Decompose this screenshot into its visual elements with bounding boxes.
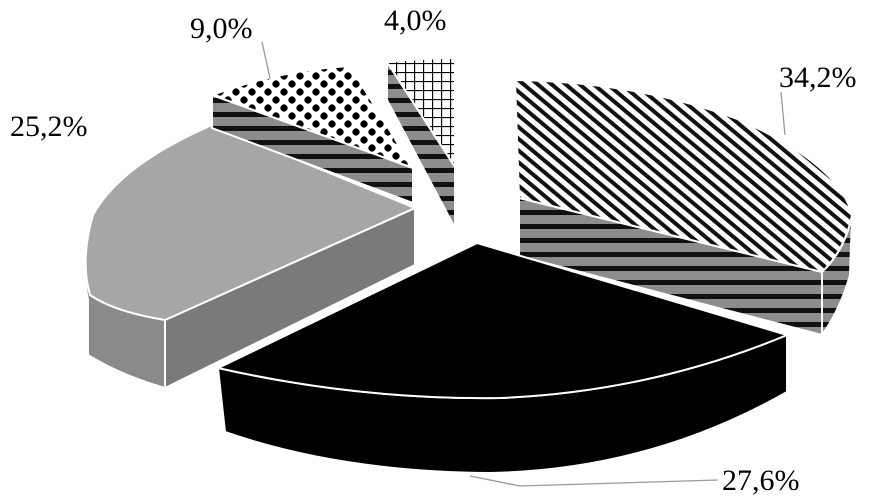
- leader-line-9-0: [261, 41, 271, 79]
- pie-slice-9-0: [209, 64, 416, 205]
- slice-label-9-0: 9,0%: [190, 12, 253, 45]
- pie-slice-25-2: [83, 123, 418, 390]
- slice-label-25-2: 25,2%: [10, 110, 88, 143]
- pie-slice-34-2: [513, 78, 854, 339]
- slice-label-4-0: 4,0%: [384, 4, 447, 37]
- pie-slice-27-6: [214, 241, 790, 475]
- slice-label-34-2: 34,2%: [779, 61, 857, 94]
- slice-label-27-6: 27,6%: [722, 464, 800, 496]
- leader-line-34-2: [780, 91, 786, 136]
- pie-slice-4-0: [385, 56, 456, 229]
- leader-line-27-6: [469, 475, 719, 487]
